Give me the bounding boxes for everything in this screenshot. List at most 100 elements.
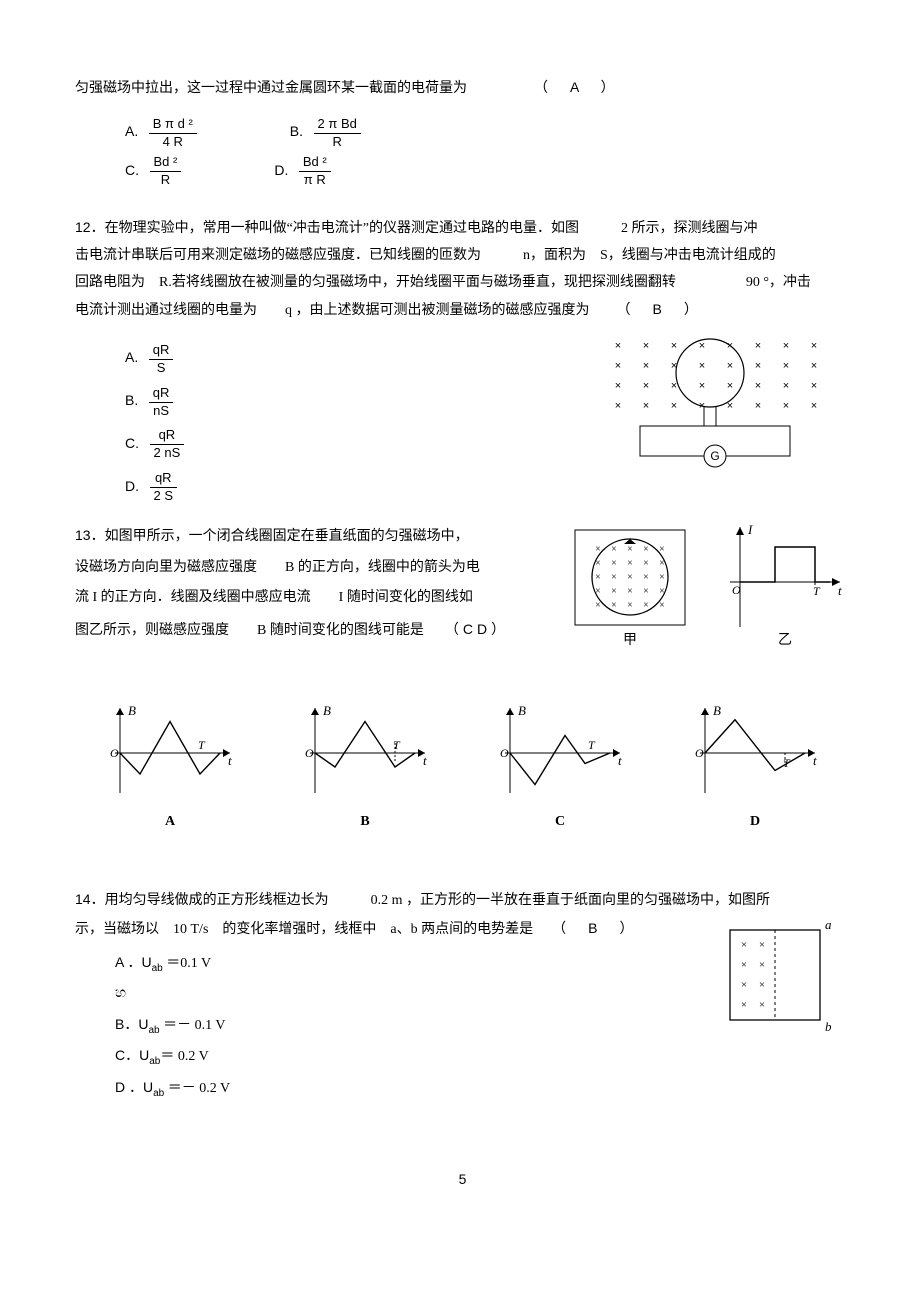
svg-text:×: × xyxy=(595,586,601,597)
svg-text:t: t xyxy=(228,753,232,768)
q12-opt-C: C. qR2 nS xyxy=(125,428,600,461)
svg-text:t: t xyxy=(618,753,622,768)
svg-text:×: × xyxy=(811,400,817,412)
svg-text:B: B xyxy=(128,703,136,718)
svg-text:×: × xyxy=(595,600,601,611)
svg-text:×: × xyxy=(699,360,705,372)
svg-text:×: × xyxy=(643,600,649,611)
q13-panel-B: BtOT B xyxy=(290,703,440,836)
svg-text:B: B xyxy=(518,703,526,718)
q14-diagram: a b ×××××××× xyxy=(720,915,840,1035)
svg-text:×: × xyxy=(783,400,789,412)
q14: 14．用均匀导线做成的正方形线框边长为 0.2 m ，正方形的一半放在垂直于纸面… xyxy=(75,886,850,1106)
svg-text:×: × xyxy=(611,586,617,597)
svg-text:×: × xyxy=(615,340,621,352)
svg-text:T: T xyxy=(393,738,401,752)
svg-text:×: × xyxy=(811,360,817,372)
svg-text:×: × xyxy=(611,558,617,569)
svg-text:a: a xyxy=(825,917,832,932)
svg-text:×: × xyxy=(741,979,747,991)
svg-text:×: × xyxy=(671,340,677,352)
svg-text:×: × xyxy=(741,999,747,1011)
q11-options: A. B π d ²4 R B. 2 π BdR C. Bd ²R D. Bd … xyxy=(125,117,850,189)
svg-text:×: × xyxy=(699,340,705,352)
svg-text:×: × xyxy=(759,959,765,971)
svg-text:×: × xyxy=(643,340,649,352)
svg-text:×: × xyxy=(643,380,649,392)
q13-panel-C: BtOT C xyxy=(485,703,635,836)
q12-opt-D: D. qR2 S xyxy=(125,471,600,504)
svg-text:b: b xyxy=(825,1019,832,1034)
svg-text:×: × xyxy=(659,558,665,569)
svg-text:×: × xyxy=(741,959,747,971)
q11-opt-C: C. Bd ²R xyxy=(125,155,184,188)
q13-panel-D: BtOT D xyxy=(680,703,830,836)
q14-opt-D: D ．Uab ＝－ 0.2 V xyxy=(115,1074,720,1103)
svg-text:×: × xyxy=(627,586,633,597)
svg-text:B: B xyxy=(323,703,331,718)
q13-option-panels: BtOT A BtOT B BtOT C BtOT D xyxy=(95,703,830,836)
q11-tail-line: 匀强磁场中拉出，这一过程中通过金属圆环某一截面的电荷量为 （ A ） xyxy=(75,74,850,103)
page-number: 5 xyxy=(75,1166,850,1193)
svg-text:×: × xyxy=(643,360,649,372)
svg-text:×: × xyxy=(615,360,621,372)
svg-text:×: × xyxy=(643,544,649,555)
svg-text:×: × xyxy=(727,340,733,352)
svg-text:×: × xyxy=(627,544,633,555)
q12-answer: （ B ） xyxy=(617,301,702,317)
svg-text:×: × xyxy=(627,558,633,569)
svg-text:O: O xyxy=(500,746,509,760)
svg-text:O: O xyxy=(732,583,741,597)
svg-text:×: × xyxy=(659,586,665,597)
svg-text:×: × xyxy=(659,572,665,583)
q12-opt-B: B. qRnS xyxy=(125,386,600,419)
svg-text:×: × xyxy=(671,400,677,412)
svg-text:×: × xyxy=(755,340,761,352)
svg-text:×: × xyxy=(759,979,765,991)
svg-text:×: × xyxy=(755,360,761,372)
svg-text:×: × xyxy=(727,380,733,392)
svg-text:×: × xyxy=(783,360,789,372)
q11-opt-B: B. 2 π BdR xyxy=(290,117,364,150)
svg-text:×: × xyxy=(611,544,617,555)
q13-answer: （CD） xyxy=(452,621,509,637)
svg-text:t: t xyxy=(423,753,427,768)
svg-text:T: T xyxy=(588,738,596,752)
svg-text:O: O xyxy=(305,746,314,760)
q13-panel-A: BtOT A xyxy=(95,703,245,836)
svg-text:×: × xyxy=(727,400,733,412)
svg-text:×: × xyxy=(811,380,817,392)
svg-text:×: × xyxy=(811,340,817,352)
svg-text:G: G xyxy=(710,449,719,463)
svg-text:×: × xyxy=(741,939,747,951)
svg-text:×: × xyxy=(755,400,761,412)
svg-text:T: T xyxy=(198,738,206,752)
svg-text:×: × xyxy=(755,380,761,392)
svg-text:×: × xyxy=(627,600,633,611)
q11-opt-A: A. B π d ²4 R xyxy=(125,117,200,150)
svg-text:×: × xyxy=(643,572,649,583)
svg-text:×: × xyxy=(659,544,665,555)
svg-text:×: × xyxy=(783,340,789,352)
q14-opt-B: B．Uab ＝－ 0.1 V xyxy=(115,1011,720,1040)
svg-text:×: × xyxy=(699,380,705,392)
svg-text:×: × xyxy=(615,400,621,412)
svg-text:×: × xyxy=(643,558,649,569)
q14-answer: （ B ） xyxy=(552,920,637,936)
svg-text:乙: 乙 xyxy=(778,632,792,648)
svg-text:×: × xyxy=(699,400,705,412)
q13: 13．如图甲所示，一个闭合线圈固定在垂直纸面的匀强磁场中， 设磁场方向向里为磁感… xyxy=(75,522,850,663)
svg-text:×: × xyxy=(595,544,601,555)
svg-text:I: I xyxy=(747,522,753,537)
svg-text:T: T xyxy=(813,584,821,598)
svg-text:t: t xyxy=(838,583,842,598)
svg-text:甲: 甲 xyxy=(623,633,637,648)
svg-text:×: × xyxy=(627,572,633,583)
q12: 12．在物理实验中，常用一种叫做“冲击电流计”的仪器测定通过电路的电量．如图 2… xyxy=(75,214,850,518)
svg-text:×: × xyxy=(611,572,617,583)
q12-diagram: G ×××××××××××××××××××××××××××××××× xyxy=(600,331,830,481)
svg-text:×: × xyxy=(595,572,601,583)
svg-text:×: × xyxy=(759,939,765,951)
svg-text:×: × xyxy=(595,558,601,569)
svg-text:O: O xyxy=(695,746,704,760)
